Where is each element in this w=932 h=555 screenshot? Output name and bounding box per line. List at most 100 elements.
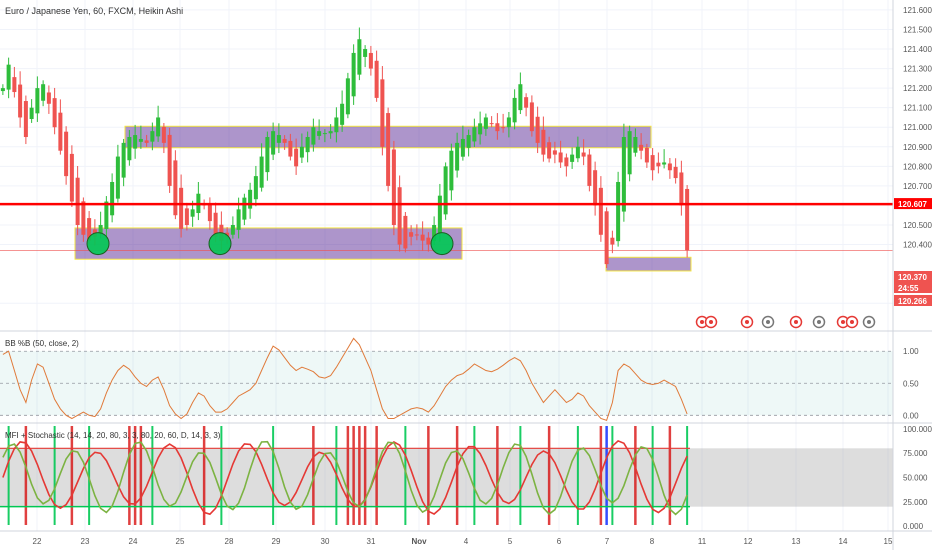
candle-body[interactable]: [6, 64, 11, 90]
candle-body[interactable]: [644, 147, 649, 163]
candle-body[interactable]: [282, 138, 287, 143]
candle-body[interactable]: [489, 123, 494, 125]
candle-body[interactable]: [156, 117, 161, 137]
candle-body[interactable]: [587, 154, 592, 186]
candle-body[interactable]: [449, 150, 454, 191]
candle-body[interactable]: [0, 88, 5, 92]
candle-body[interactable]: [150, 131, 155, 142]
candle-body[interactable]: [345, 78, 350, 115]
candle-body[interactable]: [294, 148, 299, 167]
candle-body[interactable]: [552, 150, 557, 155]
candle-body[interactable]: [616, 181, 621, 242]
candle-body[interactable]: [144, 140, 149, 143]
candle-body[interactable]: [81, 201, 86, 235]
candle-body[interactable]: [271, 131, 276, 155]
candle-body[interactable]: [230, 225, 235, 235]
candle-body[interactable]: [547, 142, 552, 159]
candle-body[interactable]: [58, 112, 63, 151]
candle-body[interactable]: [299, 146, 304, 158]
candle-body[interactable]: [184, 208, 189, 226]
candlesticks[interactable]: [0, 27, 690, 269]
candle-body[interactable]: [236, 209, 241, 230]
candle-body[interactable]: [317, 131, 322, 136]
candle-body[interactable]: [529, 102, 534, 132]
candle-body[interactable]: [426, 237, 431, 245]
candle-body[interactable]: [558, 152, 563, 163]
candle-body[interactable]: [138, 138, 143, 142]
candle-body[interactable]: [518, 84, 523, 111]
candle-body[interactable]: [443, 166, 448, 215]
candle-body[interactable]: [403, 215, 408, 249]
candle-body[interactable]: [213, 212, 218, 237]
candle-body[interactable]: [483, 117, 488, 129]
candle-body[interactable]: [179, 187, 184, 229]
candle-body[interactable]: [98, 225, 103, 234]
candle-body[interactable]: [541, 129, 546, 155]
candle-body[interactable]: [190, 209, 195, 217]
candle-body[interactable]: [104, 201, 109, 230]
candle-body[interactable]: [604, 211, 609, 265]
candle-body[interactable]: [288, 140, 293, 157]
candle-body[interactable]: [633, 137, 638, 153]
candle-body[interactable]: [679, 172, 684, 206]
candle-body[interactable]: [18, 84, 23, 118]
candle-body[interactable]: [662, 162, 667, 165]
candle-body[interactable]: [242, 197, 247, 220]
candle-body[interactable]: [363, 49, 368, 57]
candle-body[interactable]: [598, 187, 603, 235]
candle-body[interactable]: [41, 84, 46, 101]
candle-body[interactable]: [397, 187, 402, 245]
candle-body[interactable]: [12, 77, 17, 93]
candle-body[interactable]: [673, 166, 678, 179]
candle-body[interactable]: [75, 177, 80, 226]
candle-body[interactable]: [253, 176, 258, 200]
candle-body[interactable]: [621, 137, 626, 212]
candle-body[interactable]: [161, 126, 166, 143]
candle-body[interactable]: [46, 92, 51, 104]
mfi-line[interactable]: [2, 439, 688, 516]
candle-body[interactable]: [276, 135, 281, 143]
candle-body[interactable]: [432, 225, 437, 242]
candle-body[interactable]: [506, 117, 511, 128]
candle-body[interactable]: [466, 135, 471, 148]
candle-body[interactable]: [64, 131, 69, 177]
candle-body[interactable]: [472, 127, 477, 142]
candle-body[interactable]: [87, 218, 92, 241]
candle-body[interactable]: [207, 204, 212, 222]
candle-body[interactable]: [29, 107, 34, 120]
candle-body[interactable]: [656, 162, 661, 167]
candle-body[interactable]: [391, 149, 396, 226]
stochastic-line[interactable]: [2, 440, 688, 516]
candle-body[interactable]: [564, 157, 569, 167]
candle-body[interactable]: [127, 137, 132, 161]
candle-body[interactable]: [173, 160, 178, 216]
candle-body[interactable]: [265, 137, 270, 173]
candle-body[interactable]: [368, 52, 373, 69]
candle-body[interactable]: [328, 131, 333, 134]
candle-body[interactable]: [524, 97, 529, 108]
mfi-indicator-title[interactable]: MFI + Stochastic (14, 14, 20, 80, 3, 3, …: [5, 431, 221, 440]
candle-body[interactable]: [437, 195, 442, 234]
candle-body[interactable]: [420, 234, 425, 241]
candle-body[interactable]: [322, 133, 327, 135]
candle-body[interactable]: [386, 113, 391, 186]
candle-body[interactable]: [650, 155, 655, 171]
candle-body[interactable]: [610, 237, 615, 245]
candle-body[interactable]: [639, 144, 644, 151]
candle-body[interactable]: [478, 123, 483, 135]
candle-body[interactable]: [460, 138, 465, 157]
candle-body[interactable]: [535, 116, 540, 143]
candle-body[interactable]: [414, 234, 419, 236]
candle-body[interactable]: [133, 135, 138, 149]
candle-body[interactable]: [35, 88, 40, 114]
candle-body[interactable]: [570, 154, 575, 162]
candle-body[interactable]: [374, 60, 379, 98]
candle-body[interactable]: [259, 156, 264, 188]
candle-body[interactable]: [52, 98, 57, 128]
candle-body[interactable]: [627, 131, 632, 175]
candle-body[interactable]: [167, 134, 172, 186]
candle-body[interactable]: [685, 188, 690, 251]
candle-body[interactable]: [581, 152, 586, 157]
candle-body[interactable]: [495, 123, 500, 132]
candle-body[interactable]: [305, 137, 310, 153]
